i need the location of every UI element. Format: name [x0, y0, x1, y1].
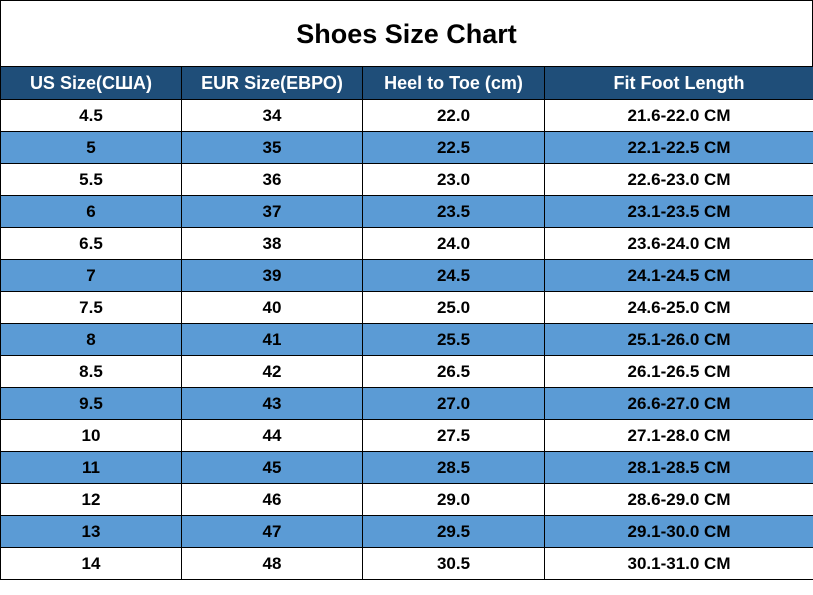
table-row: 4.5 34 22.0 21.6-22.0 CM [0, 99, 813, 132]
table-cell: 5.5 [0, 163, 182, 196]
table-cell: 40 [181, 291, 363, 324]
table-cell: 28.1-28.5 CM [544, 451, 813, 484]
column-header: Fit Foot Length [544, 66, 813, 100]
table-row: 8 41 25.5 25.1-26.0 CM [0, 323, 813, 356]
table-cell: 26.1-26.5 CM [544, 355, 813, 388]
table-cell: 36 [181, 163, 363, 196]
table-cell: 25.1-26.0 CM [544, 323, 813, 356]
table-cell: 27.1-28.0 CM [544, 419, 813, 452]
table-cell: 22.5 [362, 131, 545, 164]
table-cell: 22.0 [362, 99, 545, 132]
table-cell: 25.0 [362, 291, 545, 324]
table-cell: 7 [0, 259, 182, 292]
table-cell: 42 [181, 355, 363, 388]
table-row: 12 46 29.0 28.6-29.0 CM [0, 483, 813, 516]
table-row: 6 37 23.5 23.1-23.5 CM [0, 195, 813, 228]
table-cell: 12 [0, 483, 182, 516]
table-cell: 45 [181, 451, 363, 484]
table-cell: 28.5 [362, 451, 545, 484]
table-cell: 30.5 [362, 547, 545, 580]
header-row: US Size(США) EUR Size(ЕВРО) Heel to Toe (c… [0, 66, 813, 100]
table-cell: 24.1-24.5 CM [544, 259, 813, 292]
table-cell: 10 [0, 419, 182, 452]
table-row: 5.5 36 23.0 22.6-23.0 CM [0, 163, 813, 196]
table-cell: 35 [181, 131, 363, 164]
table-cell: 5 [0, 131, 182, 164]
table-cell: 43 [181, 387, 363, 420]
table-cell: 8 [0, 323, 182, 356]
table-cell: 46 [181, 483, 363, 516]
table-cell: 22.6-23.0 CM [544, 163, 813, 196]
size-table: US Size(США) EUR Size(ЕВРО) Heel to Toe (c… [0, 66, 813, 580]
table-row: 10 44 27.5 27.1-28.0 CM [0, 419, 813, 452]
table-cell: 21.6-22.0 CM [544, 99, 813, 132]
table-cell: 27.0 [362, 387, 545, 420]
table-cell: 13 [0, 515, 182, 548]
table-cell: 38 [181, 227, 363, 260]
table-row: 7.5 40 25.0 24.6-25.0 CM [0, 291, 813, 324]
table-cell: 8.5 [0, 355, 182, 388]
column-header: US Size(США) [0, 66, 182, 100]
table-cell: 27.5 [362, 419, 545, 452]
table-row: 7 39 24.5 24.1-24.5 CM [0, 259, 813, 292]
table-cell: 4.5 [0, 99, 182, 132]
table-row: 8.5 42 26.5 26.1-26.5 CM [0, 355, 813, 388]
table-cell: 30.1-31.0 CM [544, 547, 813, 580]
table-cell: 23.6-24.0 CM [544, 227, 813, 260]
table-row: 9.5 43 27.0 26.6-27.0 CM [0, 387, 813, 420]
table-cell: 37 [181, 195, 363, 228]
table-row: 5 35 22.5 22.1-22.5 CM [0, 131, 813, 164]
table-cell: 24.0 [362, 227, 545, 260]
table-cell: 24.6-25.0 CM [544, 291, 813, 324]
table-cell: 25.5 [362, 323, 545, 356]
table-cell: 22.1-22.5 CM [544, 131, 813, 164]
column-header: EUR Size(ЕВРО) [181, 66, 363, 100]
table-cell: 6.5 [0, 227, 182, 260]
table-cell: 23.5 [362, 195, 545, 228]
chart-title: Shoes Size Chart [0, 0, 813, 67]
table-cell: 9.5 [0, 387, 182, 420]
table-cell: 39 [181, 259, 363, 292]
table-cell: 41 [181, 323, 363, 356]
table-cell: 29.5 [362, 515, 545, 548]
table-cell: 23.0 [362, 163, 545, 196]
table-cell: 6 [0, 195, 182, 228]
table-cell: 28.6-29.0 CM [544, 483, 813, 516]
table-row: 11 45 28.5 28.1-28.5 CM [0, 451, 813, 484]
column-header: Heel to Toe (cm) [362, 66, 545, 100]
table-cell: 29.0 [362, 483, 545, 516]
table-cell: 44 [181, 419, 363, 452]
table-body: 4.5 34 22.0 21.6-22.0 CM 5 35 22.5 22.1-22.5 CM… [0, 99, 813, 580]
table-cell: 34 [181, 99, 363, 132]
table-cell: 11 [0, 451, 182, 484]
table-cell: 7.5 [0, 291, 182, 324]
table-row: 6.5 38 24.0 23.6-24.0 CM [0, 227, 813, 260]
table-cell: 29.1-30.0 CM [544, 515, 813, 548]
table-cell: 47 [181, 515, 363, 548]
table-cell: 14 [0, 547, 182, 580]
table-cell: 23.1-23.5 CM [544, 195, 813, 228]
table-row: 13 47 29.5 29.1-30.0 CM [0, 515, 813, 548]
table-row: 14 48 30.5 30.1-31.0 CM [0, 547, 813, 580]
table-cell: 26.5 [362, 355, 545, 388]
table-cell: 26.6-27.0 CM [544, 387, 813, 420]
table-cell: 24.5 [362, 259, 545, 292]
table-cell: 48 [181, 547, 363, 580]
